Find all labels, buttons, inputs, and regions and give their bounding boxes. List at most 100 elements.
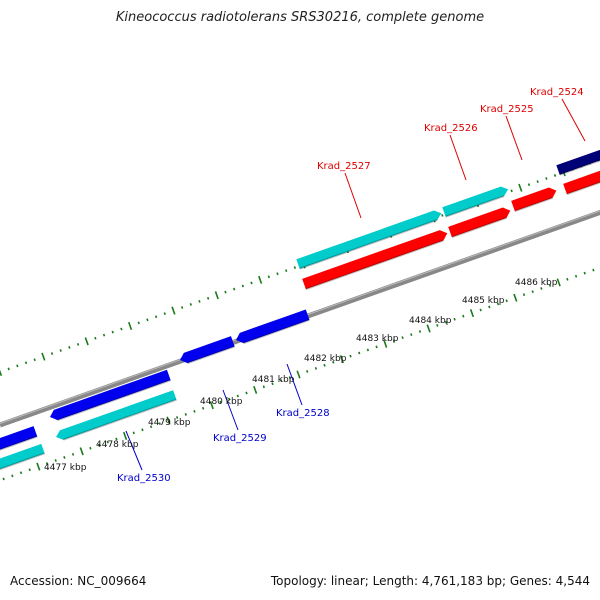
minor-tick bbox=[358, 351, 361, 355]
minor-tick bbox=[401, 336, 404, 340]
gene-label-krad-2524[interactable]: Krad_2524 bbox=[530, 87, 584, 98]
gene-label-krad-2530[interactable]: Krad_2530 bbox=[117, 473, 171, 484]
gene-label-krad-2526[interactable]: Krad_2526 bbox=[424, 123, 478, 134]
major-tick bbox=[84, 337, 89, 346]
minor-tick bbox=[527, 183, 531, 187]
minor-tick bbox=[28, 468, 31, 472]
gene-label-krad-2528[interactable]: Krad_2528 bbox=[276, 408, 330, 419]
minor-tick bbox=[241, 284, 244, 288]
major-tick bbox=[127, 321, 133, 330]
minor-tick bbox=[111, 330, 114, 334]
genome-axis-line bbox=[0, 209, 600, 428]
major-tick bbox=[296, 370, 301, 379]
scale-tick-label: 4481 kbp bbox=[252, 375, 295, 385]
gene-label-krad-2527[interactable]: Krad_2527 bbox=[317, 161, 371, 172]
major-tick bbox=[426, 324, 431, 333]
gene-krad-2525-arrow[interactable] bbox=[511, 187, 557, 212]
minor-tick bbox=[189, 303, 192, 306]
scale-tick-label: 4485 kbp bbox=[462, 296, 505, 306]
minor-tick bbox=[375, 345, 378, 349]
gene-callout-krad-2527 bbox=[344, 172, 362, 219]
minor-tick bbox=[245, 391, 248, 395]
cds-krad-2530-arrow-shadow bbox=[62, 398, 177, 441]
minor-tick bbox=[94, 336, 97, 340]
gene-offscreen-blue-arrow-shadow bbox=[0, 435, 38, 451]
minor-tick bbox=[76, 342, 80, 346]
major-tick bbox=[518, 183, 523, 192]
cds-krad-2527-arrow[interactable] bbox=[296, 210, 442, 269]
minor-tick bbox=[349, 354, 352, 358]
minor-tick bbox=[280, 379, 283, 383]
gene-krad-2524-arrow[interactable] bbox=[563, 166, 600, 195]
minor-tick bbox=[11, 474, 14, 478]
major-tick bbox=[79, 447, 84, 456]
gene-krad-2527-arrow[interactable] bbox=[302, 230, 448, 290]
cds-krad-2530-arrow[interactable] bbox=[56, 390, 177, 440]
minor-tick bbox=[68, 346, 71, 349]
minor-tick bbox=[236, 394, 239, 398]
gene-offscreen-dark-arrow-shadow bbox=[559, 159, 600, 176]
minor-tick bbox=[536, 180, 539, 183]
cds-krad-2526-arrow[interactable] bbox=[442, 186, 509, 217]
minor-tick bbox=[285, 269, 288, 273]
minor-tick bbox=[262, 385, 265, 389]
minor-tick bbox=[592, 268, 595, 272]
minor-tick bbox=[306, 370, 309, 373]
upper-tick-row-forward bbox=[0, 158, 600, 377]
gene-offscreen-blue-arrow[interactable] bbox=[0, 426, 38, 461]
minor-tick bbox=[548, 284, 552, 287]
gene-krad-2529-arrow[interactable] bbox=[180, 336, 235, 364]
gene-krad-2526-arrow-shadow bbox=[451, 216, 507, 239]
lower-tick-row-reverse bbox=[2, 263, 600, 481]
minor-tick bbox=[276, 272, 279, 276]
major-tick bbox=[122, 431, 128, 440]
minor-tick bbox=[232, 287, 236, 291]
cds-offscreen-cyan-arrow[interactable] bbox=[0, 443, 45, 481]
gene-callout-krad-2525 bbox=[505, 115, 523, 161]
major-tick bbox=[209, 401, 214, 410]
gene-label-krad-2525[interactable]: Krad_2525 bbox=[480, 104, 534, 115]
minor-tick bbox=[288, 376, 292, 379]
map-title: Kineococcus radiotolerans SRS30216, comp… bbox=[115, 10, 485, 25]
cds-krad-2526-arrow-shadow bbox=[445, 195, 505, 218]
gene-callout-krad-2529 bbox=[222, 389, 239, 431]
minor-tick bbox=[323, 363, 326, 367]
minor-tick bbox=[441, 213, 444, 217]
major-tick bbox=[469, 309, 475, 318]
minor-tick bbox=[510, 189, 513, 193]
gene-krad-2528-arrow[interactable] bbox=[236, 309, 310, 344]
minor-tick bbox=[574, 274, 578, 278]
major-tick bbox=[339, 355, 344, 364]
scale-tick-label: 4483 kbp bbox=[356, 334, 399, 344]
gene-krad-2529-arrow-shadow bbox=[187, 345, 235, 365]
gene-offscreen-dark-arrow[interactable] bbox=[556, 147, 600, 175]
scale-tick-label: 4486 kbp bbox=[515, 278, 558, 288]
gene-krad-2528-arrow-shadow bbox=[243, 318, 310, 345]
minor-tick bbox=[522, 293, 526, 297]
minor-tick bbox=[120, 327, 123, 331]
gene-krad-2530-arrow[interactable] bbox=[50, 369, 171, 421]
scale-tick-label: 4477 kbp bbox=[44, 463, 87, 473]
minor-tick bbox=[2, 477, 5, 481]
gene-krad-2526-arrow[interactable] bbox=[448, 207, 511, 238]
minor-tick bbox=[553, 174, 557, 177]
minor-tick bbox=[132, 431, 135, 435]
minor-tick bbox=[54, 459, 57, 462]
minor-tick bbox=[479, 308, 482, 312]
major-tick bbox=[171, 306, 176, 315]
minor-tick bbox=[19, 471, 23, 475]
scale-tick-label: 4484 kbp bbox=[409, 316, 452, 326]
minor-tick bbox=[59, 349, 62, 352]
minor-tick bbox=[198, 299, 201, 303]
gene-label-krad-2529[interactable]: Krad_2529 bbox=[213, 433, 267, 444]
minor-tick bbox=[106, 440, 109, 444]
minor-tick bbox=[154, 315, 158, 319]
minor-tick bbox=[71, 452, 75, 456]
minor-tick bbox=[271, 382, 274, 386]
minor-tick bbox=[496, 302, 500, 306]
minor-tick bbox=[63, 456, 66, 459]
cds-krad-2527-arrow-shadow bbox=[299, 219, 438, 270]
minor-tick bbox=[115, 437, 118, 441]
gene-krad-2527-arrow-shadow bbox=[305, 239, 444, 291]
minor-tick bbox=[158, 422, 161, 426]
